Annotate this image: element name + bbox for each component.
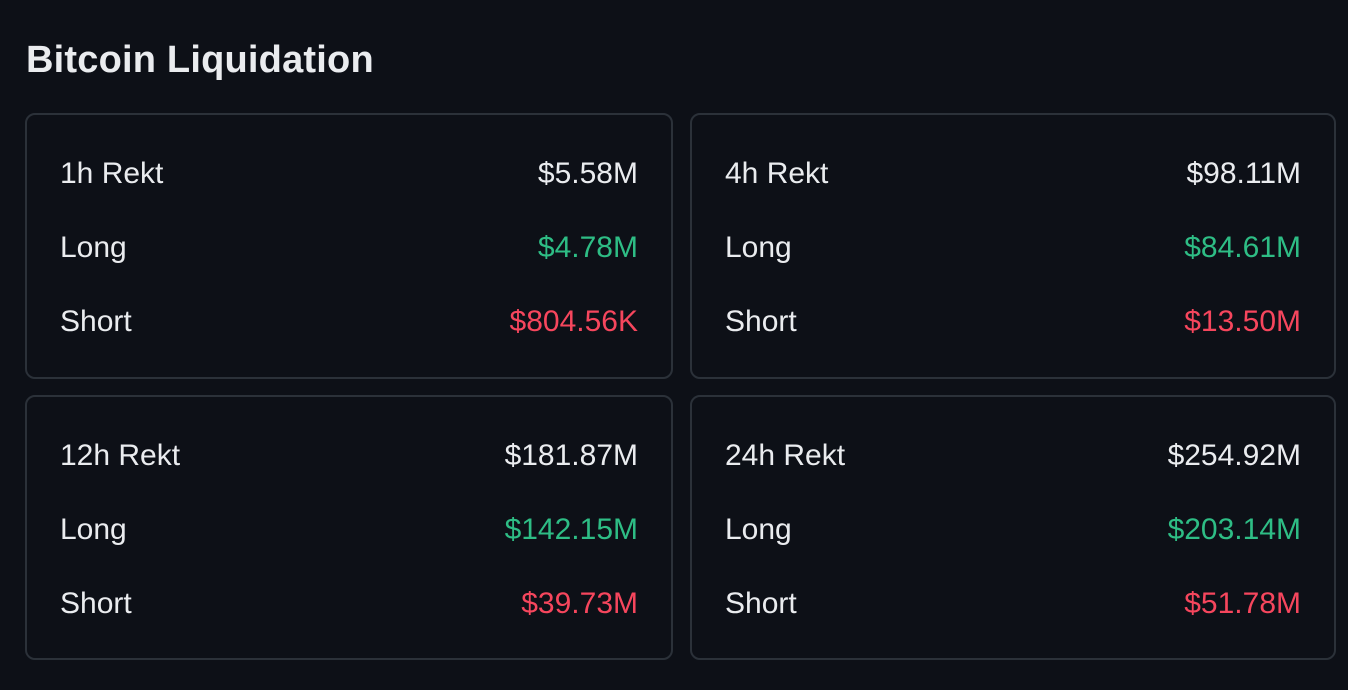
- period-label: 12h Rekt: [60, 439, 181, 472]
- liquidation-card-4h: 4h Rekt $98.11M Long $84.61M Short $13.5…: [690, 113, 1336, 379]
- liquidation-card-24h: 24h Rekt $254.92M Long $203.14M Short $5…: [690, 395, 1336, 660]
- period-label: 24h Rekt: [725, 439, 846, 472]
- liquidation-card-12h: 12h Rekt $181.87M Long $142.15M Short $3…: [25, 395, 673, 660]
- total-row: 4h Rekt $98.11M: [725, 156, 1301, 192]
- short-row: Short $804.56K: [60, 304, 638, 340]
- long-value: $142.15M: [504, 513, 638, 546]
- long-value: $84.61M: [1184, 231, 1301, 264]
- long-label: Long: [60, 231, 127, 264]
- long-label: Long: [60, 513, 127, 546]
- period-label: 1h Rekt: [60, 157, 164, 190]
- short-row: Short $13.50M: [725, 304, 1301, 340]
- short-label: Short: [60, 587, 132, 620]
- long-row: Long $4.78M: [60, 230, 638, 266]
- total-row: 1h Rekt $5.58M: [60, 156, 638, 192]
- short-value: $39.73M: [521, 587, 638, 620]
- short-label: Short: [725, 587, 797, 620]
- long-value: $203.14M: [1167, 513, 1301, 546]
- total-row: 24h Rekt $254.92M: [725, 438, 1301, 474]
- long-label: Long: [725, 513, 792, 546]
- page-title: Bitcoin Liquidation: [26, 39, 374, 81]
- short-value: $13.50M: [1184, 305, 1301, 338]
- short-label: Short: [60, 305, 132, 338]
- total-value: $98.11M: [1186, 157, 1301, 190]
- short-row: Short $39.73M: [60, 586, 638, 622]
- total-value: $5.58M: [537, 157, 638, 190]
- total-row: 12h Rekt $181.87M: [60, 438, 638, 474]
- long-label: Long: [725, 231, 792, 264]
- short-label: Short: [725, 305, 797, 338]
- long-row: Long $142.15M: [60, 512, 638, 548]
- long-row: Long $84.61M: [725, 230, 1301, 266]
- liquidation-cards-grid: 1h Rekt $5.58M Long $4.78M Short $804.56…: [25, 113, 1336, 660]
- long-value: $4.78M: [537, 231, 638, 264]
- long-row: Long $203.14M: [725, 512, 1301, 548]
- short-row: Short $51.78M: [725, 586, 1301, 622]
- short-value: $804.56K: [509, 305, 638, 338]
- short-value: $51.78M: [1184, 587, 1301, 620]
- liquidation-card-1h: 1h Rekt $5.58M Long $4.78M Short $804.56…: [25, 113, 673, 379]
- total-value: $181.87M: [504, 439, 638, 472]
- total-value: $254.92M: [1167, 439, 1301, 472]
- period-label: 4h Rekt: [725, 157, 829, 190]
